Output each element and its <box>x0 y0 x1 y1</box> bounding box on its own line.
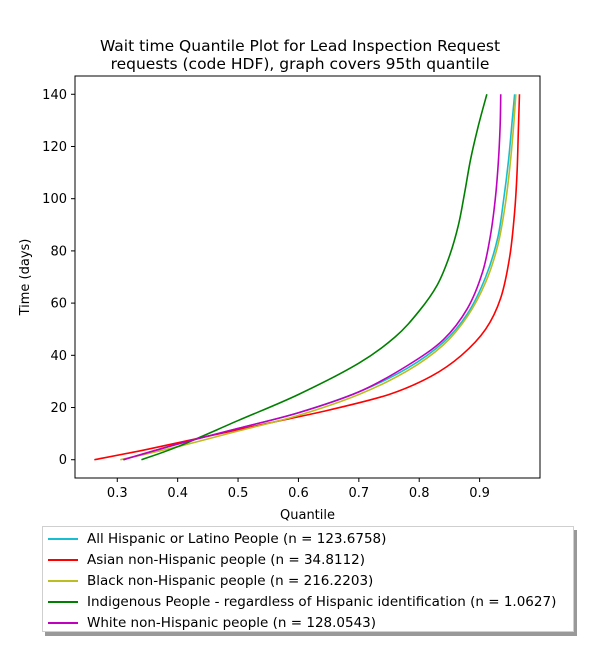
legend-swatch <box>48 600 78 603</box>
y-axis-label: Time (days) <box>18 239 33 317</box>
legend-swatch <box>48 621 78 624</box>
series-line-4 <box>141 94 488 461</box>
legend-item: Black non-Hispanic people (n = 216.2203) <box>43 570 573 591</box>
x-tick-label: 0.5 <box>228 486 249 501</box>
legend-item: White non-Hispanic people (n = 128.0543) <box>43 612 573 633</box>
legend-label: Asian non-Hispanic people (n = 34.8112) <box>87 551 366 568</box>
series-line-3 <box>120 94 517 461</box>
y-tick-label: 120 <box>42 140 67 155</box>
series-line-2 <box>94 94 521 461</box>
x-tick-label: 0.8 <box>409 486 430 501</box>
chart-title-line-1: Wait time Quantile Plot for Lead Inspect… <box>99 37 501 55</box>
legend-label: Black non-Hispanic people (n = 216.2203) <box>87 572 374 589</box>
legend-label: White non-Hispanic people (n = 128.0543) <box>87 614 377 631</box>
legend-item: Indigenous People - regardless of Hispan… <box>43 591 573 612</box>
y-tick-label: 0 <box>59 453 67 468</box>
legend-swatch <box>48 558 78 561</box>
y-tick-label: 20 <box>50 401 67 416</box>
y-tick-label: 80 <box>50 244 67 259</box>
legend-item: All Hispanic or Latino People (n = 123.6… <box>43 528 573 549</box>
x-tick-label: 0.9 <box>469 486 490 501</box>
y-axis: 0 20 40 60 80 100 120 140 <box>42 88 75 468</box>
series-line-5 <box>123 94 502 461</box>
y-tick-label: 40 <box>50 349 67 364</box>
y-tick-label: 100 <box>42 192 67 207</box>
x-tick-label: 0.4 <box>167 486 188 501</box>
legend: All Hispanic or Latino People (n = 123.6… <box>42 526 574 632</box>
x-tick-label: 0.6 <box>288 486 309 501</box>
series-layer <box>94 94 521 461</box>
legend-swatch <box>48 537 78 540</box>
legend-swatch <box>48 579 78 582</box>
legend-label: All Hispanic or Latino People (n = 123.6… <box>87 530 387 547</box>
x-axis: 0.3 0.4 0.5 0.6 0.7 0.8 0.9 <box>107 478 490 501</box>
legend-label: Indigenous People - regardless of Hispan… <box>87 593 557 610</box>
legend-item: Asian non-Hispanic people (n = 34.8112) <box>43 549 573 570</box>
series-line-1 <box>123 94 516 461</box>
plot-frame <box>74 75 541 479</box>
y-tick-label: 60 <box>50 297 67 312</box>
x-tick-label: 0.3 <box>107 486 128 501</box>
y-tick-label: 140 <box>42 88 67 103</box>
x-tick-label: 0.7 <box>348 486 369 501</box>
x-axis-label: Quantile <box>280 508 335 523</box>
chart-title-line-2: requests (code HDF), graph covers 95th q… <box>110 55 490 73</box>
